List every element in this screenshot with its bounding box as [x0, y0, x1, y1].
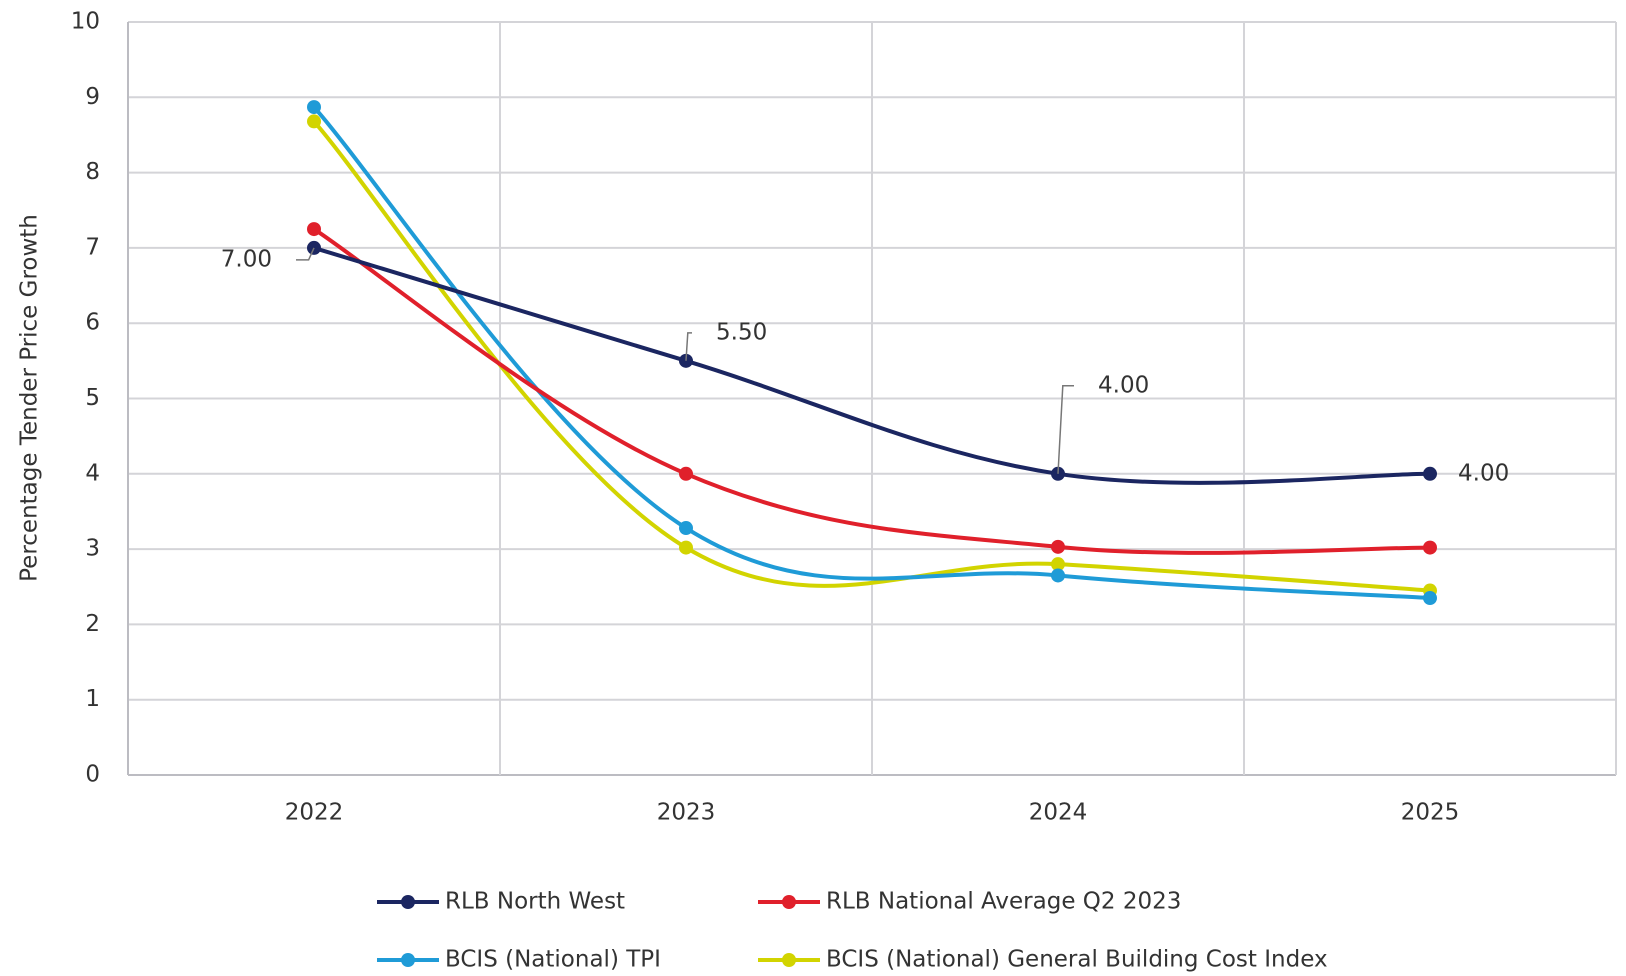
label-leader — [1057, 385, 1074, 474]
legend-label: BCIS (National) General Building Cost In… — [826, 947, 1328, 973]
y-tick-label: 5 — [85, 385, 100, 411]
legend-marker — [782, 953, 796, 967]
y-tick-label: 8 — [85, 159, 100, 185]
legend-label: BCIS (National) TPI — [445, 947, 661, 973]
data-point — [1423, 591, 1437, 606]
y-tick-label: 2 — [85, 611, 100, 637]
series-line — [313, 245, 1431, 485]
data-point — [679, 540, 693, 555]
x-tick-label: 2023 — [657, 800, 716, 826]
legend-label: RLB North West — [445, 889, 625, 915]
data-point — [307, 100, 321, 115]
data-point — [1423, 466, 1437, 481]
data-point — [1051, 568, 1065, 583]
data-label: 4.00 — [1458, 460, 1509, 486]
data-point — [679, 521, 693, 536]
x-tick-label: 2024 — [1029, 800, 1088, 826]
x-tick-label: 2025 — [1401, 800, 1460, 826]
data-point — [307, 114, 321, 129]
series-line — [312, 227, 1431, 555]
y-tick-label: 4 — [85, 460, 100, 486]
x-tick-label: 2022 — [285, 800, 344, 826]
data-point — [1051, 557, 1065, 572]
y-tick-label: 10 — [71, 9, 100, 35]
legend-label: RLB National Average Q2 2023 — [826, 889, 1181, 915]
label-leader — [296, 247, 315, 261]
legend-marker — [401, 953, 415, 967]
data-point — [1423, 540, 1437, 555]
y-tick-label: 3 — [85, 536, 100, 562]
data-label: 5.50 — [716, 319, 767, 345]
data-point — [307, 222, 321, 237]
y-tick-label: 9 — [85, 84, 100, 110]
label-leader — [685, 332, 692, 361]
y-tick-label: 0 — [85, 762, 100, 788]
y-tick-label: 1 — [85, 686, 100, 712]
y-tick-label: 6 — [85, 310, 100, 336]
legend-marker — [401, 895, 415, 909]
series-line — [312, 120, 1431, 593]
data-label: 7.00 — [221, 246, 272, 272]
data-point — [1051, 539, 1065, 554]
legend-marker — [782, 895, 796, 909]
data-label: 4.00 — [1098, 372, 1149, 398]
data-point — [679, 466, 693, 481]
y-axis-label: Percentage Tender Price Growth — [17, 214, 43, 582]
y-tick-label: 7 — [85, 234, 100, 260]
